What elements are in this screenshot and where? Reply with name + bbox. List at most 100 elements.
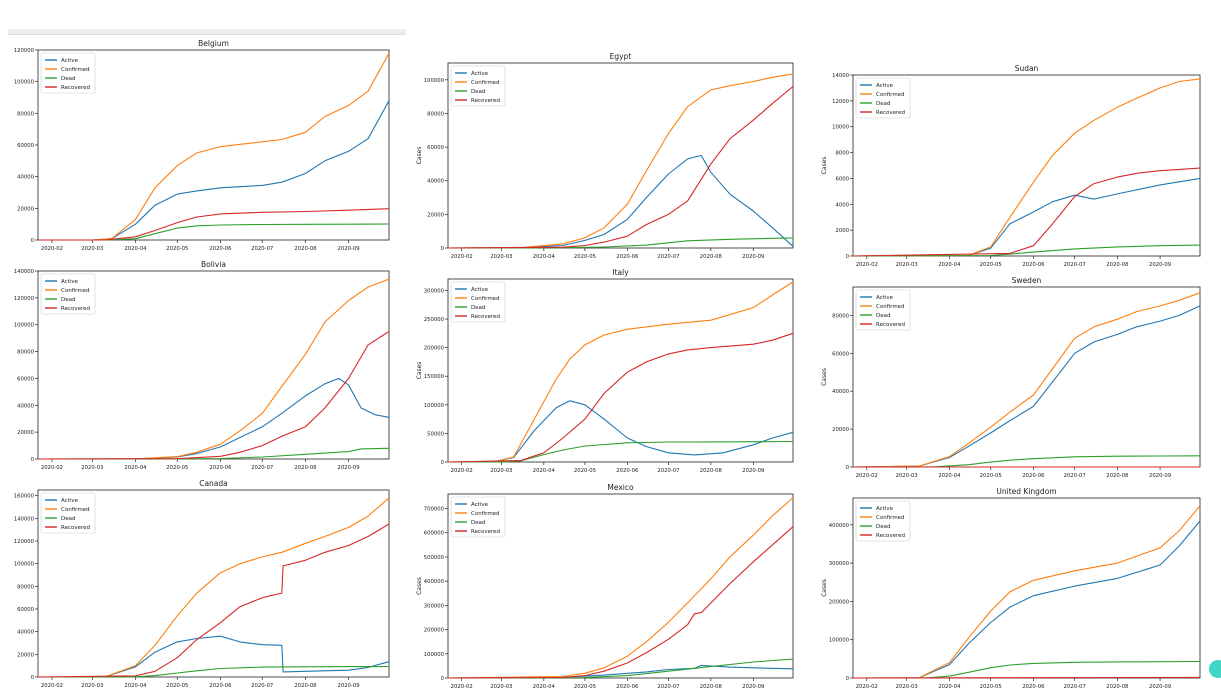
y-tick-label: 40000 (427, 179, 444, 185)
series-line-recovered (37, 330, 390, 460)
legend-box (450, 281, 506, 323)
series-line-confirmed (38, 52, 390, 241)
x-tick-label: 2020-03 (896, 473, 918, 479)
series-line-dead (853, 660, 1201, 679)
y-tick-label: 700000 (424, 507, 445, 513)
chart-title: Italy (612, 268, 629, 277)
legend-box (450, 65, 506, 107)
y-tick-label: 120000 (14, 296, 35, 302)
series-line-confirmed (852, 505, 1201, 679)
x-tick-label: 2020-03 (896, 684, 918, 690)
legend-label-dead: Dead (876, 313, 890, 319)
legend-label-confirmed: Confirmed (471, 80, 500, 86)
series-line-dead (38, 223, 390, 241)
chart-italy: Italy Cases 0 50000 100000 150000 200000 250000… (416, 268, 794, 474)
x-tick-label: 2020-03 (490, 684, 512, 690)
x-tick-label: 2020-02 (856, 473, 878, 479)
y-tick-label: 0 (31, 675, 35, 681)
y-axis-label: Cases (821, 579, 828, 597)
legend-label-active: Active (471, 287, 489, 293)
x-tick-label: 2020-06 (209, 246, 232, 252)
y-tick-label: 20000 (832, 427, 849, 433)
chart-title: Bolivia (201, 260, 226, 269)
y-tick-label: 50000 (427, 431, 444, 437)
plot-frame (447, 62, 794, 249)
series-line-confirmed (852, 292, 1201, 468)
y-tick-label: 12000 (832, 99, 849, 105)
legend-label-confirmed: Confirmed (471, 511, 500, 517)
series-line-confirmed (447, 497, 794, 679)
floating-action-button[interactable] (1209, 660, 1221, 678)
y-tick-label: 400000 (829, 523, 850, 529)
series-line-dead (37, 447, 390, 460)
x-tick-label: 2020-02 (451, 468, 473, 474)
x-tick-label: 2020-07 (251, 246, 273, 252)
y-tick-label: 60000 (427, 145, 444, 151)
legend-label-confirmed: Confirmed (61, 507, 90, 513)
x-tick-label: 2020-09 (742, 684, 764, 690)
series-line-active (447, 400, 794, 463)
series-line-dead (37, 665, 390, 678)
y-tick-label: 0 (441, 460, 445, 466)
x-tick-label: 2020-09 (338, 246, 360, 252)
series-line-recovered (447, 332, 794, 463)
x-tick-label: 2020-06 (616, 254, 639, 260)
x-tick-label: 2020-05 (980, 473, 1002, 479)
legend-label-recovered: Recovered (471, 529, 500, 535)
y-tick-label: 300000 (829, 561, 850, 567)
x-tick-label: 2020-04 (938, 473, 961, 479)
legend-label-dead: Dead (61, 76, 75, 82)
x-tick-label: 2020-07 (1064, 262, 1086, 268)
series-line-confirmed (37, 278, 390, 460)
x-tick-label: 2020-07 (251, 683, 273, 689)
series-line-active (852, 520, 1201, 679)
y-tick-label: 0 (846, 676, 850, 682)
chart-title: Egypt (610, 52, 632, 61)
y-tick-label: 40000 (832, 389, 849, 395)
y-axis-label: Cases (416, 362, 423, 380)
y-tick-label: 200000 (424, 346, 445, 352)
chart-canada: Canada 0 20000 40000 60000 80000 100000 120000 1… (14, 479, 390, 689)
y-axis-label: Cases (821, 368, 828, 386)
x-tick-label: 2020-03 (81, 465, 103, 471)
x-tick-label: 2020-03 (490, 468, 512, 474)
x-tick-label: 2020-04 (938, 262, 961, 268)
y-tick-label: 120000 (14, 48, 35, 54)
y-tick-label: 80000 (427, 111, 444, 117)
series-line-confirmed (852, 78, 1201, 257)
y-tick-label: 2000 (836, 228, 850, 234)
chart-united-kingdom: United Kingdom Cases 0 100000 200000 300000 40… (821, 487, 1201, 690)
chart-title: Sudan (1015, 64, 1039, 73)
x-tick-label: 2020-09 (1149, 473, 1171, 479)
series-line-recovered (38, 208, 390, 241)
notebook-toolbar-strip (8, 29, 406, 35)
series-line-active (37, 635, 390, 678)
chart-belgium: Belgium 0 20000 40000 60000 80000 100000 120000… (14, 39, 390, 252)
legend-label-active: Active (876, 83, 894, 89)
y-tick-label: 0 (846, 465, 850, 471)
chart-legend: Active Confirmed Dead Recovered (855, 289, 911, 331)
y-tick-label: 40000 (17, 630, 34, 636)
y-tick-label: 100000 (424, 78, 445, 84)
x-tick-label: 2020-03 (896, 262, 918, 268)
plot-frame (447, 278, 794, 463)
y-tick-label: 14000 (832, 73, 849, 79)
y-tick-label: 80000 (17, 350, 34, 356)
x-tick-label: 2020-05 (574, 254, 596, 260)
y-tick-label: 40000 (17, 175, 34, 181)
plot-frame (37, 489, 390, 678)
chart-legend: Active Confirmed Dead Recovered (855, 500, 911, 542)
legend-label-active: Active (876, 295, 894, 301)
y-tick-label: 0 (31, 238, 35, 244)
x-tick-label: 2020-07 (657, 254, 679, 260)
legend-label-active: Active (61, 498, 79, 504)
y-tick-label: 20000 (17, 652, 34, 658)
series-line-recovered (37, 523, 390, 678)
y-tick-label: 100000 (424, 403, 445, 409)
legend-label-recovered: Recovered (61, 525, 90, 531)
chart-legend: Active Confirmed Dead Recovered (40, 492, 96, 534)
legend-box (40, 273, 96, 315)
y-tick-label: 250000 (424, 317, 445, 323)
x-tick-label: 2020-07 (1064, 473, 1086, 479)
x-tick-label: 2020-05 (574, 468, 596, 474)
